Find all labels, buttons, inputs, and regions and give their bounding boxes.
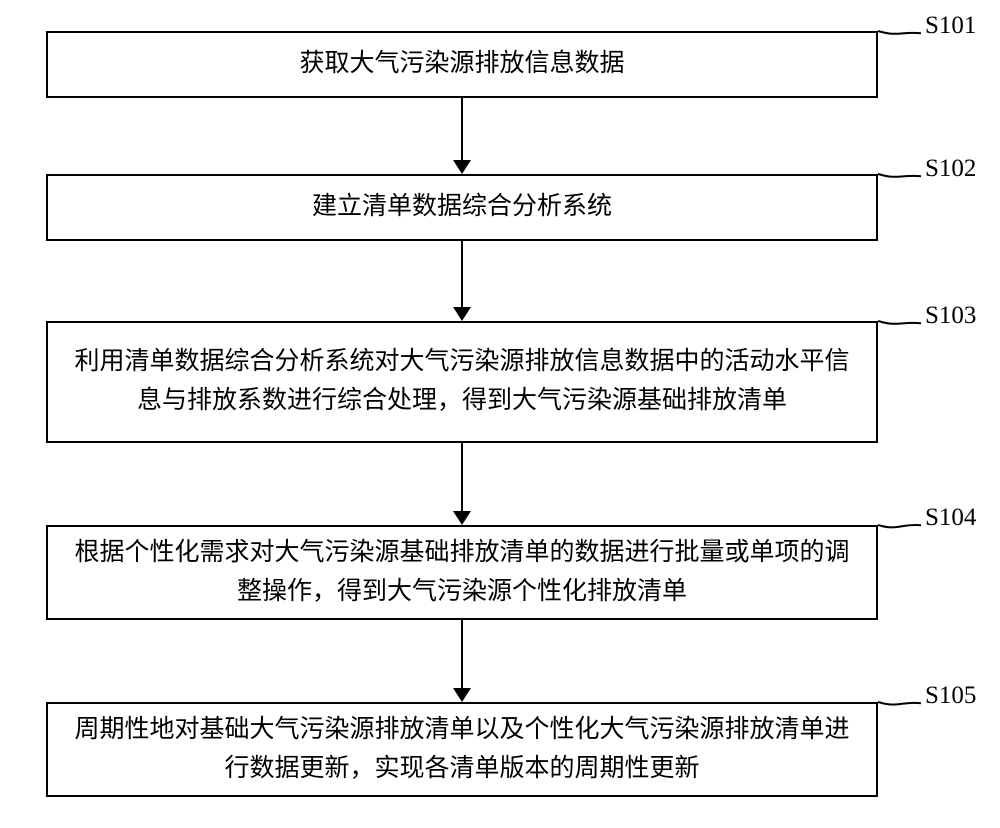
connector-svg bbox=[872, 315, 927, 329]
connector-svg bbox=[448, 443, 476, 525]
flow-node: 利用清单数据综合分析系统对大气污染源排放信息数据中的活动水平信息与排放系数进行综… bbox=[46, 321, 878, 443]
step-label: S101 bbox=[925, 12, 976, 40]
connector-svg bbox=[448, 241, 476, 321]
step-label: S105 bbox=[925, 682, 976, 710]
connector-svg bbox=[448, 98, 476, 174]
connector-svg bbox=[872, 519, 927, 531]
callout-curve bbox=[878, 31, 921, 34]
flow-node: 建立清单数据综合分析系统 bbox=[46, 174, 878, 241]
flow-node-text: 获取大气污染源排放信息数据 bbox=[299, 45, 624, 84]
connector-svg bbox=[872, 168, 927, 182]
step-label: S103 bbox=[925, 302, 976, 330]
connector-svg bbox=[872, 25, 927, 39]
arrow-head-icon bbox=[453, 688, 471, 702]
flowchart-canvas: 获取大气污染源排放信息数据建立清单数据综合分析系统利用清单数据综合分析系统对大气… bbox=[0, 0, 1000, 828]
flow-node: 周期性地对基础大气污染源排放清单以及个性化大气污染源排放清单进行数据更新，实现各… bbox=[46, 702, 878, 797]
arrow-head-icon bbox=[453, 511, 471, 525]
callout-curve bbox=[878, 174, 921, 177]
flow-node: 获取大气污染源排放信息数据 bbox=[46, 31, 878, 98]
flow-node-text: 利用清单数据综合分析系统对大气污染源排放信息数据中的活动水平信息与排放系数进行综… bbox=[64, 343, 860, 421]
callout-curve bbox=[878, 321, 921, 324]
flow-node-text: 根据个性化需求对大气污染源基础排放清单的数据进行批量或单项的调整操作，得到大气污… bbox=[64, 534, 860, 612]
callout-curve bbox=[878, 702, 921, 705]
step-label: S104 bbox=[925, 504, 976, 532]
step-label: S102 bbox=[925, 155, 976, 183]
flow-node: 根据个性化需求对大气污染源基础排放清单的数据进行批量或单项的调整操作，得到大气污… bbox=[46, 525, 878, 620]
callout-curve bbox=[878, 525, 921, 527]
connector-svg bbox=[448, 620, 476, 702]
arrow-head-icon bbox=[453, 160, 471, 174]
connector-svg bbox=[872, 696, 927, 709]
flow-node-text: 周期性地对基础大气污染源排放清单以及个性化大气污染源排放清单进行数据更新，实现各… bbox=[64, 711, 860, 789]
arrow-head-icon bbox=[453, 307, 471, 321]
flow-node-text: 建立清单数据综合分析系统 bbox=[312, 188, 612, 227]
